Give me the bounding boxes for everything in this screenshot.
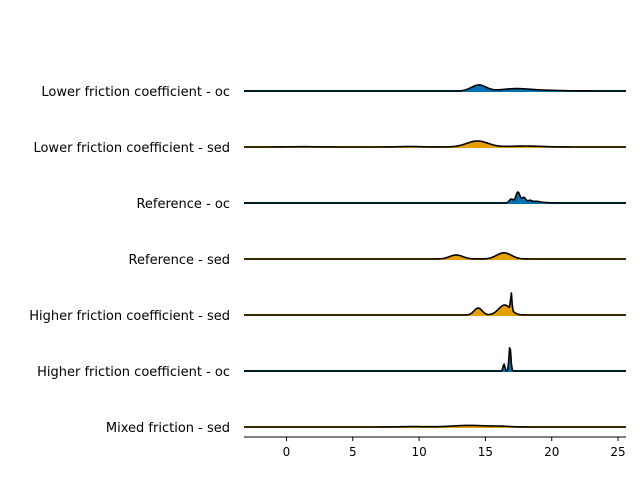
ridges <box>244 84 626 428</box>
x-tick-label: 5 <box>349 445 357 459</box>
ridge-outline <box>244 252 626 260</box>
x-tick-label: 10 <box>411 445 426 459</box>
x-tick-label: 20 <box>544 445 559 459</box>
x-axis: 0 5 10 15 20 25 <box>244 436 626 459</box>
row-label: Reference - oc <box>136 197 230 212</box>
ridge-outline <box>244 292 626 316</box>
ridge-area <box>244 191 626 203</box>
row-label: Reference - sed <box>129 253 230 268</box>
x-tick-label: 15 <box>478 445 493 459</box>
ridge-outline <box>244 140 626 148</box>
ridge-area <box>244 347 626 371</box>
row-label: Higher friction coefficient - sed <box>29 309 230 324</box>
row-labels: Lower friction coefficient - oc Lower fri… <box>29 85 230 436</box>
ridge-outline <box>244 347 626 372</box>
row-label: Mixed friction - sed <box>106 421 230 436</box>
ridge-area <box>244 293 626 315</box>
ridge-outline <box>244 191 626 204</box>
ridge-outline <box>244 84 626 92</box>
row-label: Lower friction coefficient - oc <box>41 85 230 100</box>
x-tick-label: 0 <box>283 445 291 459</box>
x-tick-label: 25 <box>610 445 625 459</box>
ridge-outline <box>244 424 626 428</box>
row-label: Higher friction coefficient - oc <box>37 365 230 380</box>
row-label: Lower friction coefficient - sed <box>33 141 230 156</box>
